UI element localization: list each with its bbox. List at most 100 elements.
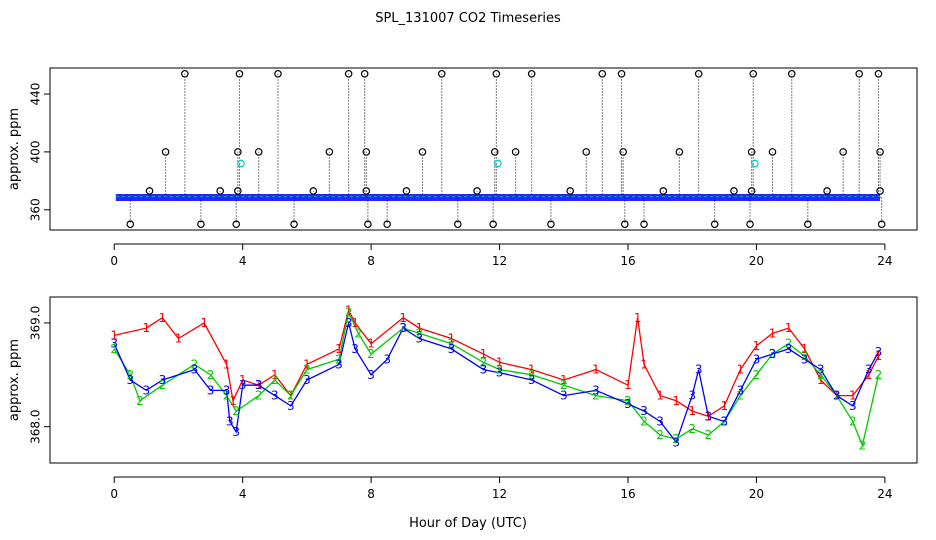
series-2-marker: 2 xyxy=(159,378,167,392)
spike-point xyxy=(362,187,371,195)
cyan-point xyxy=(494,159,502,168)
series-1-marker: 1 xyxy=(448,332,456,346)
series-2-marker: 2 xyxy=(287,389,295,403)
spike-point xyxy=(234,187,242,195)
series-1-marker: 1 xyxy=(110,328,118,342)
series-1-marker: 1 xyxy=(849,389,857,403)
bottom-x-tick-label: 16 xyxy=(620,487,635,501)
series-2-marker: 2 xyxy=(859,438,867,452)
series-1-marker: 1 xyxy=(721,399,729,413)
spike-point xyxy=(659,187,668,195)
series-2-marker: 2 xyxy=(399,321,407,335)
series-1-marker: 1 xyxy=(239,373,247,387)
series-1-marker: 1 xyxy=(271,368,279,382)
series-2-marker: 2 xyxy=(367,347,375,361)
spike-point xyxy=(640,220,648,229)
spike-point xyxy=(325,148,334,156)
series-1-marker: 1 xyxy=(345,303,353,317)
series-3-marker: 3 xyxy=(672,435,680,449)
spike-point xyxy=(547,220,555,229)
bottom-y-tick-label: 368.0 xyxy=(29,410,43,444)
series-2-marker: 2 xyxy=(480,355,488,369)
spike-point xyxy=(527,69,536,78)
series-1-marker: 1 xyxy=(399,311,407,325)
series-2-marker: 2 xyxy=(448,337,456,351)
top-x-tick-label: 0 xyxy=(110,254,118,268)
series-2-marker: 2 xyxy=(354,326,362,340)
series-2-marker: 2 xyxy=(721,415,729,429)
series-2-marker: 2 xyxy=(656,428,664,442)
series-3-marker: 3 xyxy=(345,316,353,330)
series-2-marker: 2 xyxy=(223,389,231,403)
series-2-marker: 2 xyxy=(303,363,311,377)
panel-top-frame xyxy=(49,67,918,231)
x-axis-title: Hour of Day (UTC) xyxy=(409,516,527,531)
top-y-axis: 360 400 440 xyxy=(29,83,51,221)
series-3-marker: 3 xyxy=(753,352,761,366)
series-3-marker: 3 xyxy=(849,399,857,413)
spike-point xyxy=(437,69,446,78)
series-2-marker: 2 xyxy=(335,352,343,366)
series-1-marker: 1 xyxy=(480,347,488,361)
bottom-x-tick-label: 20 xyxy=(749,487,764,501)
spike-point xyxy=(216,187,224,195)
bottom-x-tick-label: 12 xyxy=(492,487,507,501)
spike-point xyxy=(254,148,263,156)
spike-point xyxy=(492,69,501,78)
series-3-marker: 3 xyxy=(865,363,873,377)
spike-point xyxy=(489,220,497,229)
series-2-marker: 2 xyxy=(415,326,423,340)
series-2-marker: 2 xyxy=(875,368,883,382)
series-3-marker: 3 xyxy=(143,383,151,397)
top-x-tick-label: 16 xyxy=(620,254,635,268)
spike-point xyxy=(877,220,886,229)
series-1-marker: 1 xyxy=(737,363,745,377)
spike-point xyxy=(274,69,282,78)
spike-point xyxy=(620,220,629,229)
series-3-marker: 3 xyxy=(688,389,696,403)
series-2-marker: 2 xyxy=(769,347,777,361)
series-2-marker: 2 xyxy=(688,422,696,436)
series-1-marker: 1 xyxy=(351,316,359,330)
series-1-marker: 1 xyxy=(200,316,208,330)
panel-top: approx. ppm 0 4 8 12 16 20 24 360 400 440 xyxy=(7,67,918,268)
bottom-x-tick-label: 8 xyxy=(367,487,375,501)
series-3-marker: 3 xyxy=(335,357,343,371)
series-3-marker: 3 xyxy=(223,383,231,397)
series-3-marker: 3 xyxy=(415,332,423,346)
spike-point xyxy=(804,220,812,229)
top-x-tick-label: 20 xyxy=(749,254,764,268)
series-3-marker: 3 xyxy=(287,399,295,413)
spike-point xyxy=(309,187,318,195)
series-3-marker: 3 xyxy=(695,363,703,377)
series-3-marker: 3 xyxy=(159,373,167,387)
series-3-marker: 3 xyxy=(448,342,456,356)
series-1-marker: 1 xyxy=(143,321,151,335)
cyan-point xyxy=(751,159,759,168)
series-2-marker: 2 xyxy=(817,368,825,382)
series-1-marker: 1 xyxy=(223,357,231,371)
top-x-axis: 0 4 8 12 16 20 24 xyxy=(110,243,893,268)
spike-point xyxy=(490,148,499,156)
series-3-marker: 3 xyxy=(367,368,375,382)
series-1-marker: 1 xyxy=(175,332,183,346)
series-1-marker: 1 xyxy=(624,378,632,392)
series-3-marker: 3 xyxy=(592,383,600,397)
series-3-marker: 3 xyxy=(496,366,504,380)
spike-point xyxy=(730,187,738,195)
top-x-tick-label: 4 xyxy=(239,254,247,268)
spike-point xyxy=(454,220,462,229)
series-2-marker: 2 xyxy=(110,342,118,356)
spike-point xyxy=(511,148,520,156)
spike-point xyxy=(344,69,353,78)
series-1-marker: 1 xyxy=(833,389,841,403)
series-2-marker: 2 xyxy=(255,389,263,403)
series-3-marker: 3 xyxy=(399,321,407,335)
series-2-marker: 2 xyxy=(560,378,568,392)
spike-point xyxy=(383,220,391,229)
series-1-marker: 1 xyxy=(817,373,825,387)
series-1-marker: 1 xyxy=(560,373,568,387)
series-1-marker: 1 xyxy=(704,409,712,423)
series-2-marker: 2 xyxy=(833,389,841,403)
